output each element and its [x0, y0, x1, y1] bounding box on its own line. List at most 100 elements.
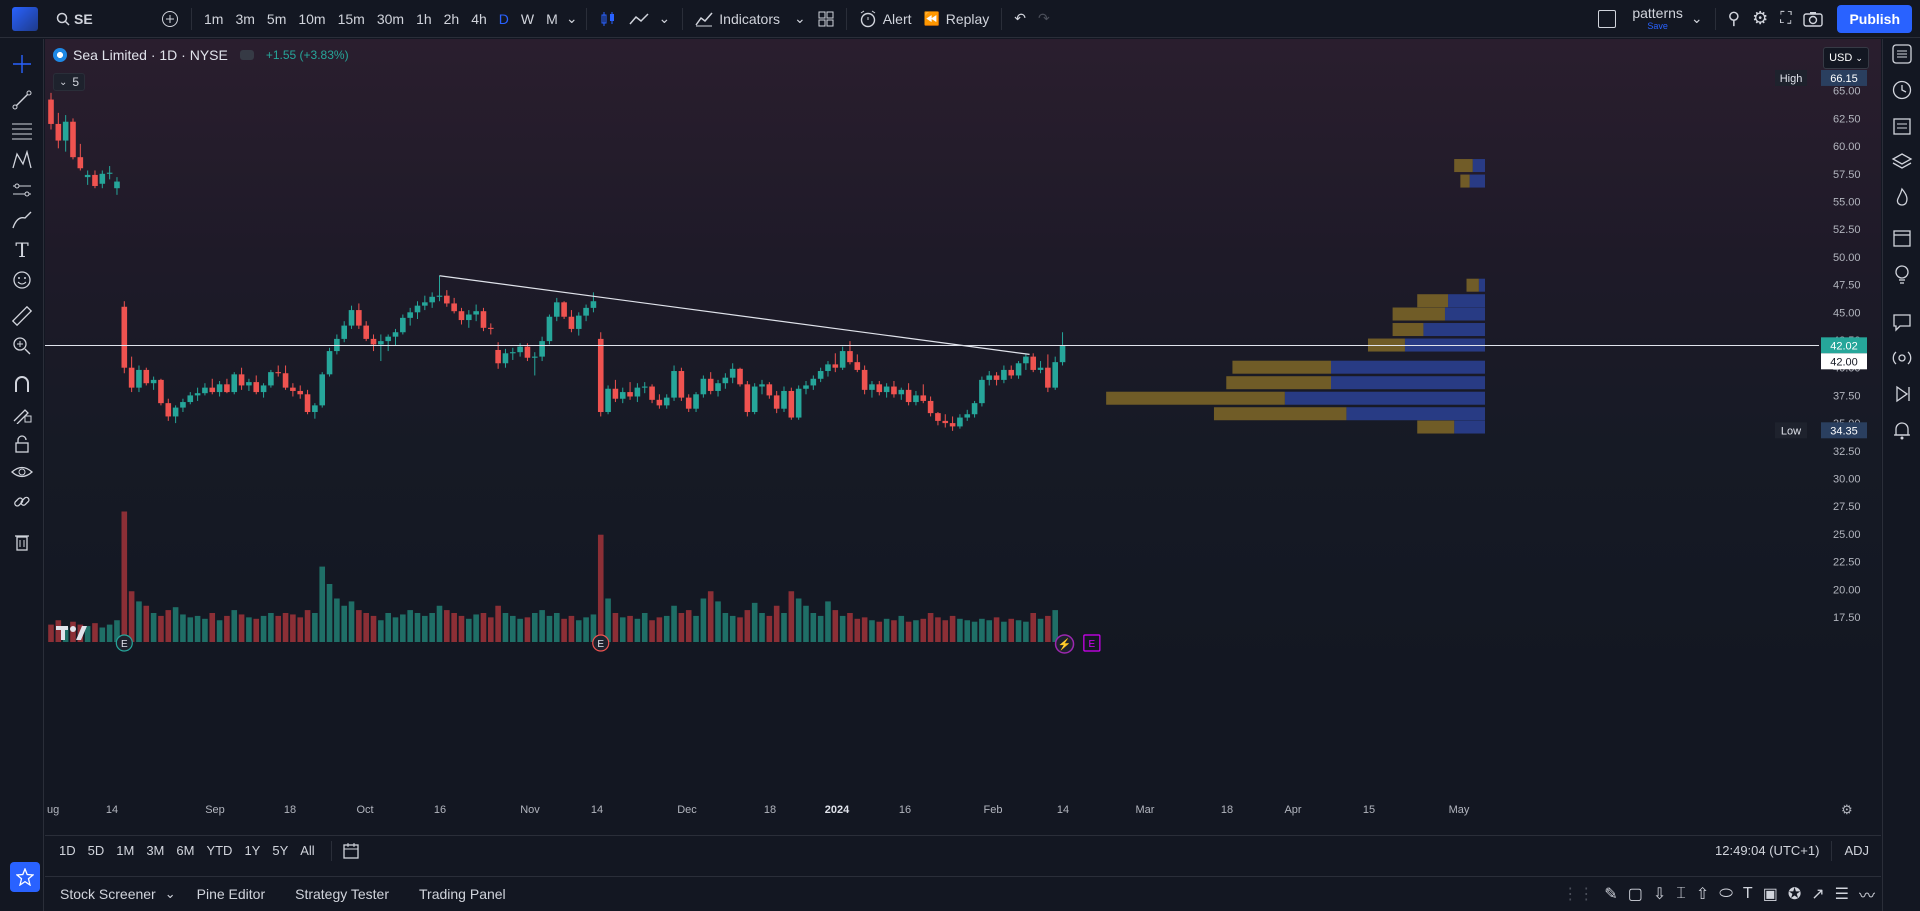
timeframe-15m[interactable]: 15m	[337, 10, 365, 27]
tradingview-logo-icon[interactable]	[56, 622, 92, 646]
brush-icon[interactable]	[0, 205, 44, 235]
timeframe-10m[interactable]: 10m	[298, 10, 326, 27]
tab-strategy-tester[interactable]: Strategy Tester	[295, 886, 390, 902]
adj-toggle[interactable]: ADJ	[1844, 843, 1869, 858]
timeframe-dropdown[interactable]: ⌄	[565, 10, 578, 26]
calendar-icon[interactable]	[1883, 223, 1920, 253]
indicator-count-toggle[interactable]: ⌄ 5	[53, 73, 86, 91]
timeframe-4h[interactable]: 4h	[471, 10, 487, 27]
path-icon[interactable]: ↗	[1811, 886, 1825, 903]
undo-button[interactable]: ↶	[1008, 5, 1032, 33]
timeframe-2h[interactable]: 2h	[443, 10, 460, 27]
price-chart[interactable]: E E E ⚡ High Low	[45, 39, 1881, 669]
badge-icon[interactable]: ✪	[1787, 886, 1802, 903]
range-1m[interactable]: 1M	[116, 843, 135, 858]
text-icon[interactable]: T	[1742, 885, 1753, 902]
trendline-drawing[interactable]	[439, 275, 1030, 355]
play-forward-icon[interactable]	[1883, 379, 1920, 409]
timeframe-1m[interactable]: 1m	[204, 10, 224, 27]
watchlist-icon[interactable]	[1883, 39, 1920, 69]
forecast-icon[interactable]	[0, 175, 44, 205]
axis-settings-icon[interactable]: ⚙	[1841, 802, 1853, 817]
earnings-marker[interactable]: E	[592, 634, 610, 652]
timeframe-30m[interactable]: 30m	[376, 10, 405, 27]
legend-collapse-button[interactable]	[239, 50, 254, 60]
lock-icon[interactable]	[0, 429, 44, 459]
arrow-up-icon[interactable]: ⇧	[1695, 886, 1710, 903]
pattern-icon[interactable]	[0, 145, 44, 175]
timeframe-M[interactable]: M	[546, 10, 558, 27]
eye-icon[interactable]	[0, 457, 44, 487]
goto-date-button[interactable]	[342, 842, 360, 860]
timeframe-W[interactable]: W	[520, 10, 535, 27]
ellipse-icon[interactable]: ⬭	[1719, 885, 1733, 902]
currency-selector[interactable]: USD ⌄	[1823, 47, 1869, 69]
drag-handle-icon[interactable]: ⋮⋮	[1562, 886, 1595, 903]
time-axis[interactable]: ug 14 Sep 18 Oct 16 Nov 14 Dec 18 2024 16 Feb 14 Mar 18…	[45, 800, 1881, 818]
ruler-icon[interactable]: ☰	[1834, 886, 1849, 903]
lightning-marker[interactable]: ⚡	[1054, 634, 1075, 654]
news-icon[interactable]	[1883, 111, 1920, 141]
redo-button[interactable]: ↷	[1032, 5, 1056, 33]
brand-logo[interactable]	[0, 0, 50, 38]
layers-icon[interactable]	[1883, 147, 1920, 177]
ruler-icon[interactable]	[0, 301, 44, 331]
link-icon[interactable]	[0, 487, 44, 517]
arrow-down-icon[interactable]: ⇩	[1652, 886, 1667, 903]
lock-drawings-icon[interactable]	[0, 399, 44, 429]
emoji-icon[interactable]	[0, 265, 44, 295]
flame-icon[interactable]	[1883, 183, 1920, 213]
lightbulb-icon[interactable]	[1883, 259, 1920, 289]
fib-retracement-icon[interactable]	[0, 115, 44, 145]
timeframe-1h[interactable]: 1h	[416, 10, 432, 27]
brush-icon[interactable]: ✎	[1604, 886, 1618, 903]
favorites-star-button[interactable]	[10, 862, 40, 892]
magnet-icon[interactable]	[0, 369, 44, 399]
chart-pane[interactable]: E E E ⚡ High Low Sea Limited · 1D · NYSE +1.5…	[45, 39, 1881, 669]
range-5y[interactable]: 5Y	[272, 843, 289, 858]
indicators-button[interactable]: Indicators ⌄	[689, 5, 811, 33]
templates-button[interactable]	[812, 5, 840, 33]
timeframe-3m[interactable]: 3m	[235, 10, 255, 27]
earnings-marker[interactable]: E	[1083, 634, 1101, 652]
range-all[interactable]: All	[300, 843, 315, 858]
compare-button[interactable]	[155, 5, 185, 33]
wave-icon[interactable]: 〰	[1858, 888, 1875, 905]
range-3m[interactable]: 3M	[146, 843, 165, 858]
earnings-marker[interactable]: E	[115, 634, 133, 652]
chat-icon[interactable]	[1883, 307, 1920, 337]
chevron-down-icon[interactable]: ⌄	[164, 886, 176, 901]
text-icon[interactable]: T	[15, 238, 29, 262]
timeframe-5m[interactable]: 5m	[266, 10, 287, 27]
bell-icon[interactable]	[1883, 415, 1920, 445]
text-cursor-icon[interactable]: ⌶	[1676, 885, 1686, 902]
price-axis[interactable]: 67.5065.0062.5060.0057.5055.0052.5050.00…	[1819, 39, 1881, 669]
line-chart-button[interactable]: ⌄	[623, 5, 677, 33]
tab-stock-screener[interactable]: Stock Screener	[60, 886, 156, 902]
trash-icon[interactable]	[0, 527, 44, 557]
trend-line-icon[interactable]	[0, 85, 44, 115]
range-6m[interactable]: 6M	[176, 843, 195, 858]
range-1y[interactable]: 1Y	[244, 843, 261, 858]
alert-button[interactable]: Alert	[853, 5, 918, 33]
snapshot-button[interactable]	[1797, 5, 1829, 33]
layout-button[interactable]: patterns Save ⌄	[1592, 5, 1708, 33]
publish-button[interactable]: Publish	[1837, 4, 1912, 33]
tab-trading-panel[interactable]: Trading Panel	[419, 886, 506, 902]
settings-button[interactable]: ⚙	[1746, 5, 1774, 33]
range-5d[interactable]: 5D	[87, 843, 105, 858]
symbol-search[interactable]: SE	[50, 5, 155, 33]
rectangle-icon[interactable]: ▢	[1627, 886, 1643, 903]
fullscreen-button[interactable]: ⛶	[1774, 5, 1797, 33]
replay-button[interactable]: ⏪ Replay	[918, 5, 996, 33]
broadcast-icon[interactable]	[1883, 343, 1920, 373]
range-1d[interactable]: 1D	[59, 843, 76, 858]
range-ytd[interactable]: YTD	[206, 843, 233, 858]
timeframe-D[interactable]: D	[498, 10, 509, 27]
clock-icon[interactable]	[1883, 75, 1920, 105]
image-icon[interactable]: ▣	[1762, 886, 1778, 903]
clock-timezone[interactable]: 12:49:04 (UTC+1)	[1715, 843, 1820, 858]
candle-type-button[interactable]	[593, 5, 623, 33]
tab-pine-editor[interactable]: Pine Editor	[196, 886, 266, 902]
crosshair-icon[interactable]	[0, 49, 44, 79]
